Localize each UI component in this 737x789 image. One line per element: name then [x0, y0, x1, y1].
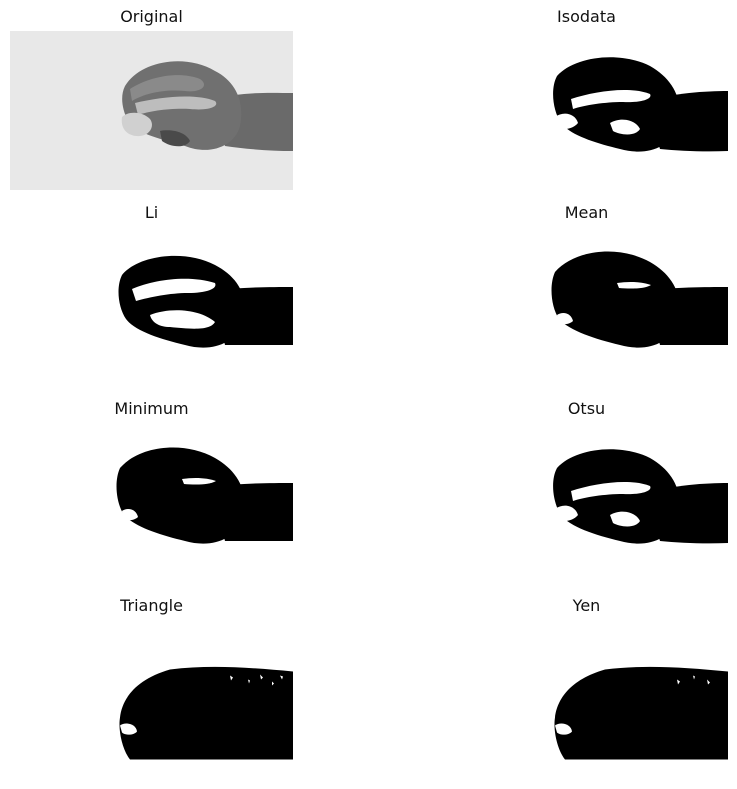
panel-isodata: Isodata — [445, 7, 728, 190]
panel-title: Original — [120, 7, 183, 26]
panel-title: Otsu — [567, 399, 606, 418]
panel-title: Yen — [572, 596, 601, 615]
panel-title: Minimum — [114, 399, 189, 418]
triangle-binary-image — [119, 666, 293, 760]
li-binary-image — [118, 255, 293, 348]
original-image — [10, 31, 293, 190]
yen-binary-image — [554, 666, 728, 760]
panel-title: Mean — [564, 203, 609, 222]
panel-li: Li — [10, 203, 293, 386]
isodata-binary-image — [553, 57, 728, 152]
mean-binary-image — [551, 251, 728, 348]
panel-triangle: Triangle — [10, 596, 293, 779]
panel-title: Triangle — [120, 596, 183, 615]
otsu-binary-image — [553, 449, 728, 544]
panel-yen: Yen — [445, 596, 728, 779]
panel-otsu: Otsu — [445, 399, 728, 582]
panel-title: Li — [144, 203, 159, 222]
panel-mean: Mean — [445, 203, 728, 386]
panel-minimum: Minimum — [10, 399, 293, 582]
panel-title: Isodata — [557, 7, 616, 26]
minimum-binary-image — [116, 447, 293, 544]
panel-original: Original — [10, 7, 293, 190]
